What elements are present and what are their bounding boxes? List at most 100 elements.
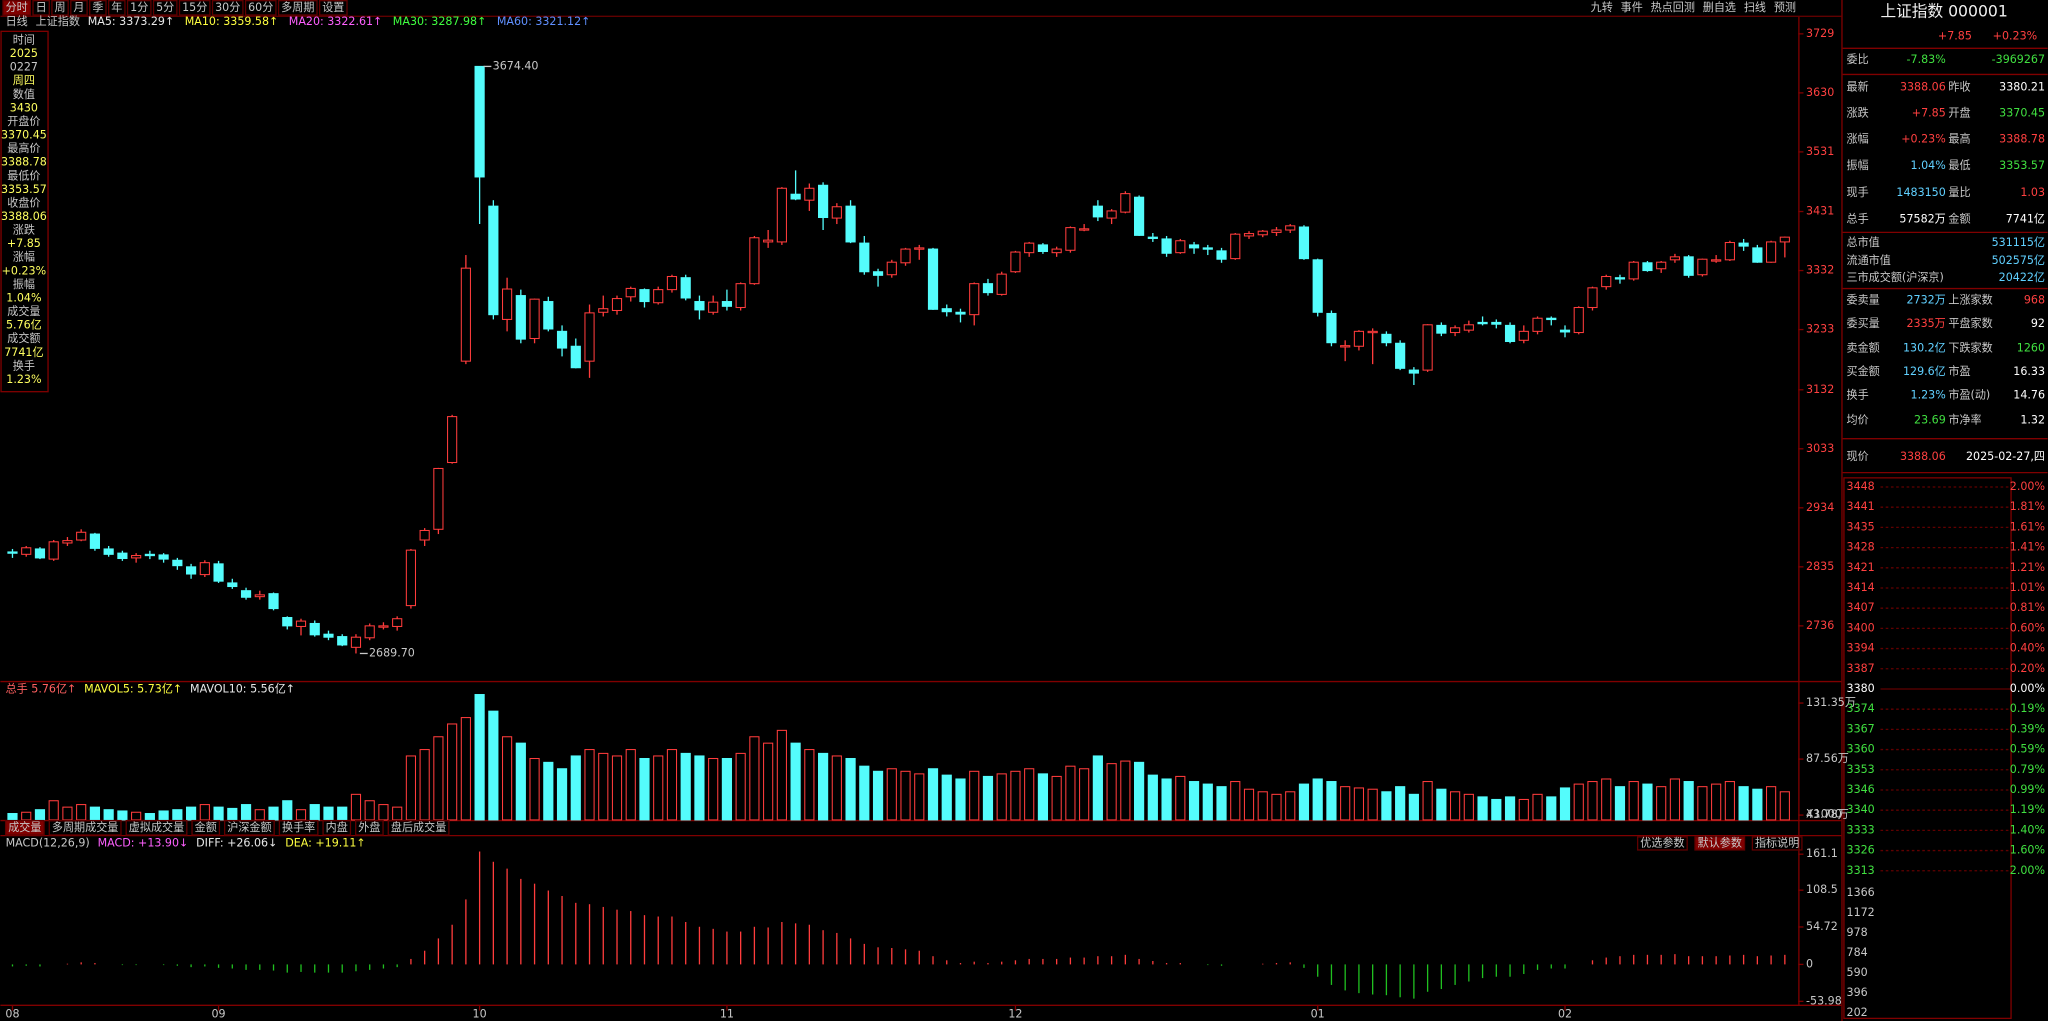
intraday-volume: 1172: [1847, 906, 1875, 919]
candle-body: [1079, 228, 1090, 231]
volume-bar: [1353, 787, 1365, 821]
indicator-tab-box[interactable]: [48, 819, 122, 836]
candle-body: [666, 275, 678, 291]
candle-body: [1422, 324, 1433, 371]
toolbar-item[interactable]: 周: [55, 1, 66, 14]
toolbar-item-box[interactable]: [51, 0, 69, 16]
indicator-tab[interactable]: 盘后成交量: [391, 820, 446, 834]
candle-body: [790, 193, 801, 200]
macd-button-box[interactable]: [1694, 836, 1746, 851]
quote-value: 1.03: [2020, 186, 2045, 199]
indicator-tab[interactable]: 外盘: [358, 820, 380, 834]
volume-bar: [900, 770, 911, 821]
volume-bar: [1395, 786, 1406, 821]
toolbar-item-box[interactable]: [2, 0, 32, 16]
volume-bar: [21, 811, 32, 821]
volume-bar: [1724, 781, 1735, 821]
volume-bar: [488, 710, 499, 821]
toolbar-item-box[interactable]: [107, 0, 126, 16]
toolbar-item-box[interactable]: [211, 0, 244, 16]
candle-body: [941, 308, 952, 313]
indicator-tab-box[interactable]: [125, 819, 188, 836]
toolbar-item[interactable]: 1分: [130, 1, 148, 14]
toolbar-item-box[interactable]: [178, 0, 211, 16]
toolbar-item[interactable]: 删自选: [1703, 1, 1736, 14]
toolbar-item-box[interactable]: [277, 0, 318, 16]
data-window-item: 3353.57: [1, 183, 47, 196]
quote-value: 23.69: [1914, 413, 1946, 426]
indicator-tab[interactable]: 沪深金额: [227, 820, 271, 834]
toolbar-item-box[interactable]: [126, 0, 152, 16]
volume-bar: [1504, 796, 1516, 821]
toolbar-item[interactable]: 多周期: [281, 0, 314, 14]
annotation: 3674.40: [493, 59, 539, 72]
indicator-tab-box[interactable]: [322, 819, 352, 836]
toolbar-item-box[interactable]: [32, 0, 50, 16]
candle-body: [117, 552, 128, 560]
indicator-tab[interactable]: 内盘: [326, 820, 348, 834]
macd-button[interactable]: 指标说明: [1755, 835, 1799, 849]
indicator-tab-box[interactable]: [191, 819, 221, 836]
candle-body: [1106, 210, 1117, 219]
candle-body: [89, 533, 101, 549]
quote-value: 3388.06: [1900, 80, 1946, 93]
macd-button-box[interactable]: [1751, 836, 1803, 851]
candle-body: [1188, 244, 1200, 249]
indicator-tab[interactable]: 多周期成交量: [52, 820, 118, 834]
indicator-tab-box[interactable]: [387, 819, 450, 836]
indicator-tab-box[interactable]: [223, 819, 275, 836]
volume-bar: [1711, 783, 1722, 821]
macd-button[interactable]: 默认参数: [1698, 835, 1742, 849]
indicator-tab[interactable]: 成交量: [8, 820, 41, 834]
toolbar-item[interactable]: 分时: [6, 1, 28, 14]
indicator-tab-box[interactable]: [4, 819, 45, 836]
toolbar-item[interactable]: 15分: [182, 1, 207, 14]
toolbar-item-box[interactable]: [244, 0, 277, 16]
quote-label: 平盘家数: [1948, 316, 1992, 330]
indicator-tab[interactable]: 虚拟成交量: [129, 820, 184, 834]
macd-button[interactable]: 优选参数: [1640, 835, 1684, 849]
indicator-tab-box[interactable]: [355, 819, 384, 836]
toolbar-item-box[interactable]: [152, 0, 178, 16]
volume-bar: [1587, 781, 1598, 821]
volume-bar: [1312, 778, 1323, 821]
x-tick-label: 11: [720, 1007, 734, 1020]
toolbar-item[interactable]: 月: [73, 1, 84, 14]
quote-label: 最低: [1948, 159, 1970, 172]
toolbar-item[interactable]: 5分: [156, 1, 174, 14]
quote-label: 昨收: [1948, 79, 1970, 93]
quote-label: 金额: [1948, 211, 1970, 225]
toolbar-item-box[interactable]: [89, 0, 107, 16]
volume-bar: [323, 806, 334, 821]
toolbar-item[interactable]: 热点回测: [1651, 1, 1695, 14]
intraday-price: 3333: [1847, 823, 1875, 836]
candle-body: [543, 301, 554, 330]
volume-bar: [1779, 791, 1790, 821]
annotation: 2689.70: [369, 646, 415, 659]
toolbar-item[interactable]: 设置: [322, 1, 344, 14]
indicator-tab-box[interactable]: [278, 819, 319, 836]
macd-button-box[interactable]: [1636, 836, 1688, 851]
intraday-pct: 2.00%: [2010, 480, 2045, 493]
candle-body: [818, 184, 829, 219]
toolbar-item[interactable]: 年: [111, 0, 122, 14]
toolbar-item[interactable]: 预测: [1774, 1, 1796, 14]
candle-body: [1381, 333, 1392, 344]
toolbar-item[interactable]: 日: [36, 1, 47, 14]
volume-header: MAVOL10: 5.56亿↑: [190, 682, 295, 695]
y-tick-label: 87.56万: [1806, 752, 1849, 765]
toolbar-item[interactable]: 事件: [1621, 0, 1643, 14]
candle-body: [488, 205, 499, 316]
quote-label: 换手: [1847, 388, 1869, 402]
indicator-tab[interactable]: 金额: [195, 820, 217, 834]
indicator-tab[interactable]: 换手率: [282, 820, 315, 834]
toolbar-item[interactable]: 九转: [1591, 0, 1613, 14]
toolbar-item[interactable]: 季: [92, 1, 103, 14]
toolbar-item[interactable]: 扫线: [1744, 0, 1766, 14]
toolbar-item[interactable]: 60分: [248, 1, 273, 14]
toolbar-item[interactable]: 30分: [215, 1, 240, 14]
toolbar-item-box[interactable]: [318, 0, 348, 16]
quote-value: 130.2亿: [1903, 342, 1946, 355]
volume-bar: [763, 742, 774, 821]
toolbar-item-box[interactable]: [70, 0, 88, 16]
